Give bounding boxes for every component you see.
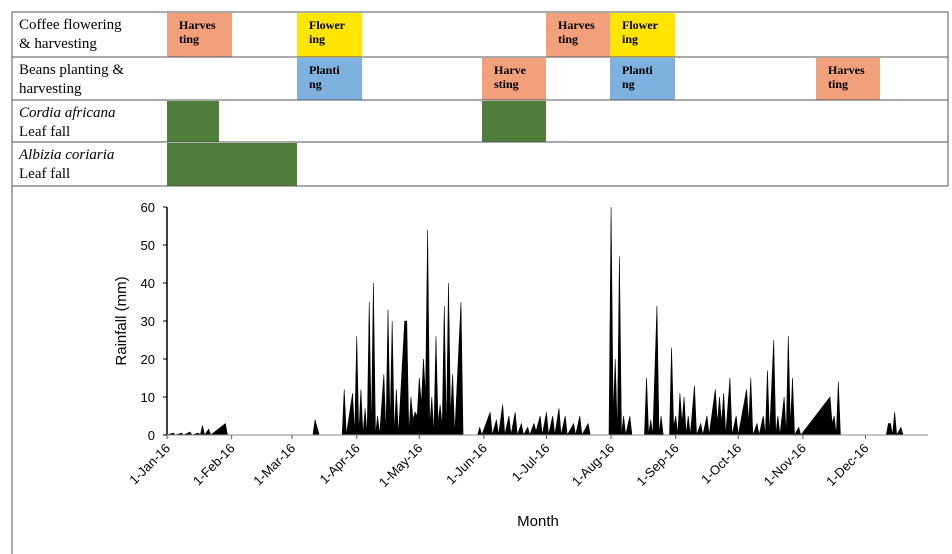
cell-text: Flower bbox=[622, 18, 659, 32]
row-label: Beans planting & bbox=[19, 62, 124, 78]
y-tick-label: 20 bbox=[141, 352, 155, 367]
x-tick-label: 1-May-16 bbox=[376, 441, 425, 490]
cell-text: ing bbox=[309, 32, 325, 46]
cell-text: Harve bbox=[494, 63, 527, 77]
x-tick-label: 1-Aug-16 bbox=[569, 441, 617, 489]
cell-text: sting bbox=[494, 77, 519, 91]
cell-text: Harves bbox=[558, 18, 595, 32]
row-label: Leaf fall bbox=[19, 166, 70, 182]
activity-cell bbox=[546, 13, 610, 57]
x-tick-label: 1-Feb-16 bbox=[190, 441, 238, 489]
cell-text: ng bbox=[309, 77, 322, 91]
y-axis-title: Rainfall (mm) bbox=[113, 276, 130, 365]
row-label: & harvesting bbox=[19, 36, 97, 52]
y-tick-label: 30 bbox=[141, 314, 155, 329]
x-tick-label: 1-Nov-16 bbox=[761, 441, 809, 489]
cell-text: Harves bbox=[179, 18, 216, 32]
y-tick-label: 40 bbox=[141, 276, 155, 291]
y-tick-label: 10 bbox=[141, 390, 155, 405]
x-tick-label: 1-Sep-16 bbox=[633, 441, 681, 489]
rainfall-chart: Month Rainfall (mm) 0 10 20 30 40 50 60 1-Jan-1… bbox=[113, 200, 928, 530]
activity-cell bbox=[610, 13, 675, 57]
cell-text: ting bbox=[179, 32, 199, 46]
x-tick-label: 1-Mar-16 bbox=[250, 441, 298, 489]
row-label: Cordia africana bbox=[19, 105, 116, 121]
cell-text: ting bbox=[558, 32, 578, 46]
cell-text: Planti bbox=[622, 63, 653, 77]
y-tick-label: 50 bbox=[141, 238, 155, 253]
activity-cell bbox=[816, 58, 880, 100]
row-label: Leaf fall bbox=[19, 124, 70, 140]
x-tick-label: 1-Jan-16 bbox=[126, 441, 173, 488]
cell-text: ting bbox=[828, 77, 848, 91]
activity-cell bbox=[297, 13, 362, 57]
activity-cell bbox=[610, 58, 675, 100]
cell-text: ing bbox=[622, 32, 638, 46]
calendar-table: HarvestingFloweringHarvestingFloweringCo… bbox=[11, 11, 949, 554]
activity-cell bbox=[167, 101, 219, 142]
y-tick-label: 0 bbox=[148, 428, 155, 443]
x-tick-label: 1-Dec-16 bbox=[823, 441, 871, 489]
rainfall-area bbox=[166, 206, 928, 437]
y-tick-label: 60 bbox=[141, 200, 155, 215]
activity-cell bbox=[297, 58, 362, 100]
row-label: Coffee flowering bbox=[19, 17, 122, 33]
activity-cell bbox=[482, 101, 546, 142]
activity-cell bbox=[482, 58, 546, 100]
cell-text: Flower bbox=[309, 18, 346, 32]
x-tick-label: 1-Oct-16 bbox=[698, 441, 744, 487]
x-tick-label: 1-Apr-16 bbox=[316, 441, 362, 487]
row-label: Albizia coriaria bbox=[18, 147, 114, 163]
x-axis-title: Month bbox=[517, 513, 559, 530]
cell-text: ng bbox=[622, 77, 635, 91]
x-tick-label: 1-Jun-16 bbox=[443, 441, 490, 488]
activity-cell bbox=[167, 143, 297, 186]
activity-cell bbox=[167, 13, 232, 57]
cell-text: Harves bbox=[828, 63, 865, 77]
row-label: harvesting bbox=[19, 81, 82, 97]
x-tick-label: 1-Jul-16 bbox=[509, 441, 553, 485]
cell-text: Planti bbox=[309, 63, 340, 77]
